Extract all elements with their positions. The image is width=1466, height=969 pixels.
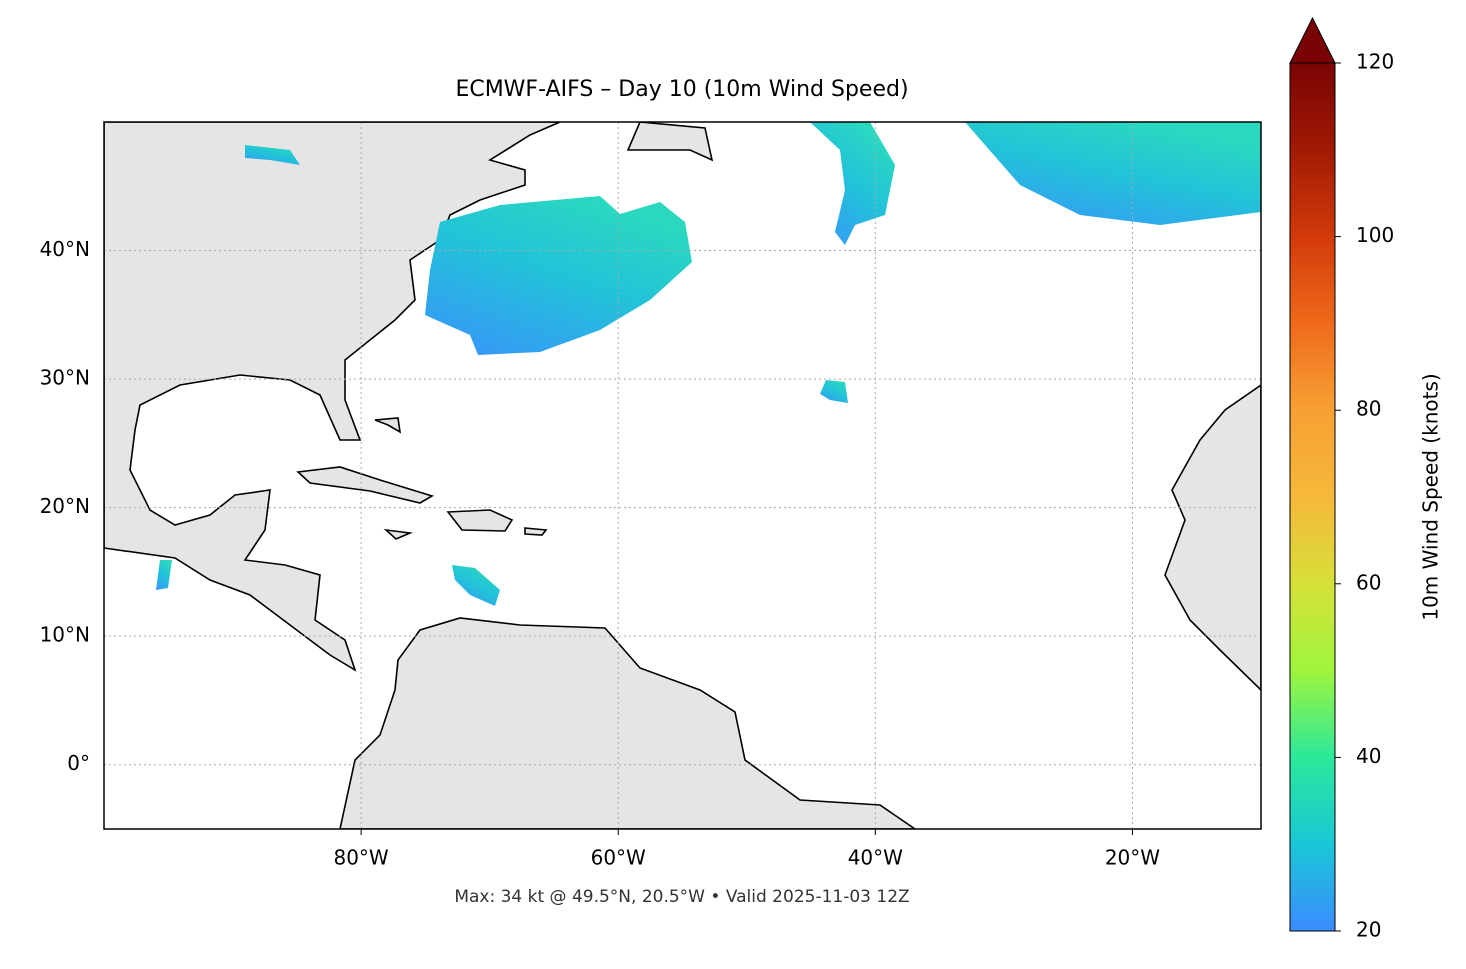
- x-tick-label: 20°W: [1105, 846, 1160, 870]
- y-tick-label: 20°N: [40, 494, 90, 518]
- wind-area: [245, 145, 300, 165]
- africa: [1164, 384, 1261, 692]
- y-tick-label: 40°N: [40, 237, 90, 261]
- colorbar: [1289, 62, 1336, 932]
- colorbar-tick-label: 80: [1356, 397, 1381, 421]
- colorbar-tick-label: 40: [1356, 744, 1381, 768]
- north-america: [104, 122, 561, 672]
- wind-area: [452, 565, 500, 606]
- wind-area: [156, 560, 172, 590]
- bahamas: [374, 417, 402, 434]
- hispaniola: [446, 509, 514, 532]
- y-tick-label: 0°: [67, 751, 90, 775]
- y-tick-label: 30°N: [40, 366, 90, 390]
- jamaica: [383, 528, 414, 540]
- map: [104, 122, 1261, 829]
- colorbar-tick-label: 20: [1356, 918, 1381, 942]
- colorbar-label: 10m Wind Speed (knots): [1419, 373, 1443, 620]
- axes-frame: [103, 121, 1262, 830]
- colorbar-tick-label: 120: [1356, 50, 1394, 74]
- wind-area: [820, 380, 848, 403]
- x-tick-label: 80°W: [333, 846, 388, 870]
- y-tick-label: 10°N: [40, 623, 90, 647]
- x-tick-label: 40°W: [848, 846, 903, 870]
- x-tick-label: 60°W: [591, 846, 646, 870]
- south-america: [339, 617, 917, 829]
- colorbar-tick-label: 60: [1356, 570, 1381, 594]
- wind-area: [810, 122, 895, 245]
- cuba: [296, 466, 434, 504]
- colorbar-extend: [1289, 16, 1336, 64]
- chart-title: ECMWF-AIFS – Day 10 (10m Wind Speed): [455, 77, 908, 102]
- newfoundland: [626, 122, 714, 162]
- wind-area: [425, 196, 692, 355]
- footer-note: Max: 34 kt @ 49.5°N, 20.5°W • Valid 2025…: [454, 887, 909, 907]
- wind-area: [965, 122, 1261, 225]
- colorbar-tick-label: 100: [1356, 223, 1394, 247]
- puerto-rico: [524, 527, 548, 536]
